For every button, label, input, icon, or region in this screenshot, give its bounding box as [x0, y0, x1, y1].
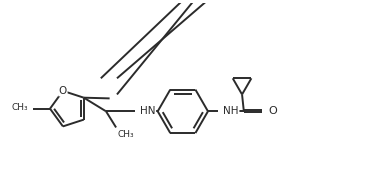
- Text: O: O: [59, 86, 67, 96]
- Text: CH₃: CH₃: [12, 103, 28, 112]
- Text: O: O: [268, 106, 277, 116]
- Text: CH₃: CH₃: [118, 130, 134, 139]
- Text: HN: HN: [140, 106, 156, 116]
- Text: NH: NH: [223, 106, 239, 116]
